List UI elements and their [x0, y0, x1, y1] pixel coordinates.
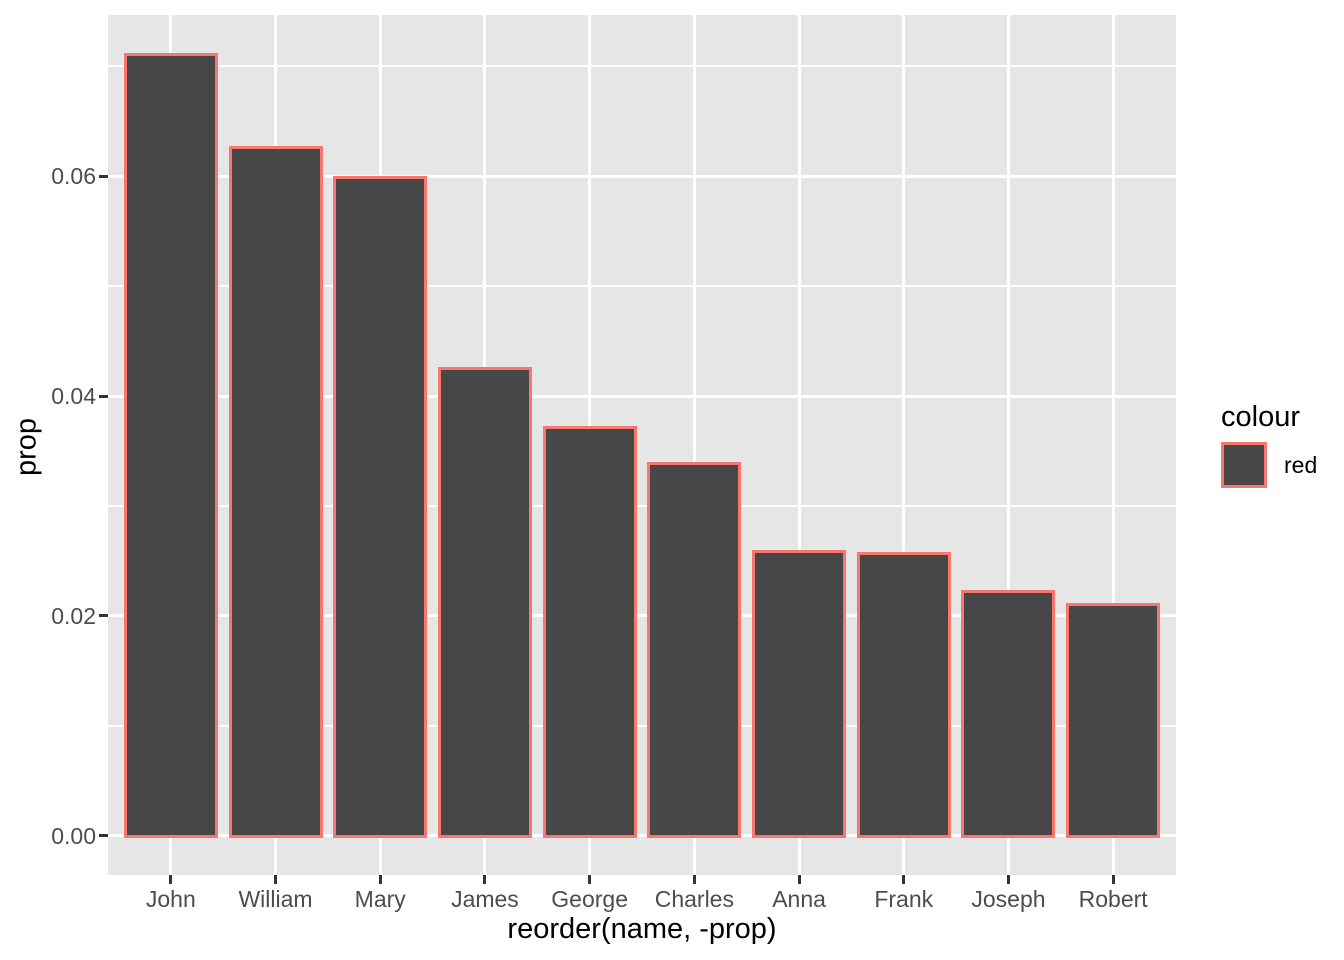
- x-tick-label: William: [238, 886, 313, 912]
- gridline-minor-y: [108, 505, 1176, 508]
- x-tick-label: Charles: [654, 886, 734, 912]
- gridline-major-x: [1006, 15, 1010, 875]
- x-axis-tick: [692, 875, 696, 884]
- x-axis-tick: [169, 875, 173, 884]
- gridline-major-x: [797, 15, 801, 875]
- gridline-major-y: [108, 614, 1176, 618]
- gridline-major-x: [902, 15, 906, 875]
- legend-entry-red: red: [1221, 442, 1317, 488]
- x-tick-label: Robert: [1078, 886, 1148, 912]
- x-tick-label: George: [551, 886, 628, 912]
- bar-charles: [647, 462, 742, 838]
- y-tick-label: 0.04: [51, 383, 96, 410]
- x-tick-label: Joseph: [971, 886, 1046, 912]
- x-axis-tick: [1111, 875, 1115, 884]
- x-tick-label: Frank: [874, 886, 934, 912]
- x-axis-tick: [1006, 875, 1010, 884]
- x-axis-title: reorder(name, -prop): [507, 913, 777, 945]
- y-tick-label: 0.00: [51, 822, 96, 849]
- y-tick-label: 0.02: [51, 602, 96, 629]
- gridline-major-y: [108, 174, 1176, 178]
- x-tick-label: Anna: [772, 886, 826, 912]
- y-axis-tick: [99, 834, 108, 838]
- legend: colour red: [1221, 400, 1317, 488]
- y-axis-title: prop: [10, 417, 43, 477]
- bar-mary: [333, 176, 428, 838]
- y-axis-tick: [99, 614, 108, 618]
- bar-anna: [752, 549, 847, 838]
- legend-key-swatch: [1221, 442, 1267, 488]
- x-axis-tick: [274, 875, 278, 884]
- y-axis-tick: [99, 174, 108, 178]
- legend-title: colour: [1221, 401, 1300, 433]
- legend-entries: red: [1221, 442, 1317, 488]
- x-axis-tick: [588, 875, 592, 884]
- bar-william: [228, 146, 323, 838]
- gridline-major-x: [692, 15, 696, 875]
- x-axis-tick: [378, 875, 382, 884]
- gridline-minor-y: [108, 65, 1176, 68]
- gridline-major-y: [108, 834, 1176, 838]
- y-tick-label: 0.06: [51, 163, 96, 190]
- x-tick-label: Mary: [354, 886, 406, 912]
- x-axis-tick: [483, 875, 487, 884]
- bar-james: [437, 367, 532, 838]
- x-tick-label: John: [145, 886, 196, 912]
- gridline-major-y: [108, 394, 1176, 398]
- bar-robert: [1066, 602, 1161, 838]
- gridline-major-x: [1111, 15, 1115, 875]
- bar-john: [123, 53, 218, 838]
- legend-label: red: [1284, 451, 1318, 478]
- y-axis-tick: [99, 394, 108, 398]
- bar-george: [542, 425, 637, 838]
- x-axis-tick: [797, 875, 801, 884]
- x-axis-tick: [902, 875, 906, 884]
- bar-joseph: [961, 589, 1056, 838]
- bar-frank: [856, 552, 951, 838]
- gridline-minor-y: [108, 724, 1176, 727]
- x-tick-label: James: [451, 886, 519, 912]
- gridline-minor-y: [108, 285, 1176, 288]
